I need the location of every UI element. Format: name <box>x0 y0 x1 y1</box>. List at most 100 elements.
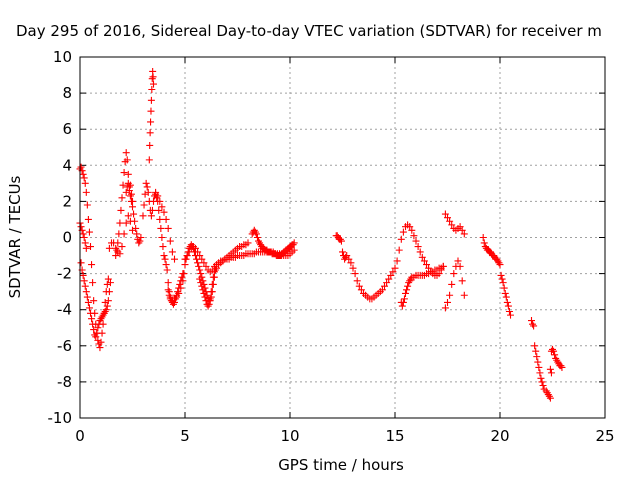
data-point <box>458 226 466 234</box>
data-point <box>103 302 111 310</box>
data-point <box>381 282 388 290</box>
data-point <box>82 244 90 252</box>
data-point <box>399 228 407 236</box>
data-point <box>136 237 144 245</box>
data-point <box>351 270 359 278</box>
data-point <box>154 192 162 200</box>
data-point <box>497 271 505 279</box>
data-point <box>180 270 188 278</box>
x-tick-label: 5 <box>180 427 190 445</box>
data-point <box>479 234 487 241</box>
data-point <box>179 277 187 285</box>
data-point <box>77 163 85 171</box>
data-point <box>403 286 411 294</box>
data-point <box>176 280 184 288</box>
data-point <box>546 365 554 373</box>
y-tick-label: 0 <box>62 229 72 247</box>
data-point <box>159 243 167 251</box>
data-point <box>202 297 210 305</box>
data-point <box>402 289 409 297</box>
data-point <box>357 286 365 294</box>
data-point <box>166 237 174 245</box>
data-point <box>171 255 178 263</box>
data-point <box>448 221 456 229</box>
data-point <box>129 226 136 234</box>
data-point <box>88 261 96 269</box>
data-point <box>185 248 193 256</box>
data-point <box>147 212 155 220</box>
data-point <box>458 277 466 285</box>
data-point <box>132 224 140 232</box>
data-point <box>533 353 541 361</box>
data-point <box>83 293 91 301</box>
y-tick-label: 4 <box>62 156 72 174</box>
data-point <box>163 266 171 274</box>
plot-frame <box>79 56 606 419</box>
data-point <box>339 248 346 256</box>
data-point <box>104 297 112 305</box>
data-point <box>105 244 113 252</box>
data-point <box>408 226 416 234</box>
data-point <box>531 342 539 350</box>
data-point <box>406 223 414 231</box>
data-point <box>345 255 353 263</box>
data-point <box>480 239 488 247</box>
data-point <box>537 374 545 382</box>
data-point <box>164 286 172 294</box>
data-point <box>418 253 426 261</box>
y-tick-label: 2 <box>62 192 72 210</box>
data-point <box>399 298 407 306</box>
y-tick-label: -10 <box>48 409 73 427</box>
data-point <box>90 297 98 305</box>
data-point <box>81 282 89 290</box>
data-point <box>137 234 145 241</box>
data-point <box>141 190 149 198</box>
data-point <box>558 363 566 371</box>
data-point <box>161 255 169 263</box>
data-point <box>126 217 134 225</box>
data-point <box>450 270 458 278</box>
data-point <box>157 224 165 232</box>
data-point <box>148 75 156 83</box>
data-point <box>498 275 506 283</box>
data-point <box>145 156 153 164</box>
chart-title: Day 295 of 2016, Sidereal Day-to-day VTE… <box>16 22 602 40</box>
x-tick-label: 15 <box>385 427 404 445</box>
data-point <box>206 295 214 303</box>
data-point <box>397 235 405 243</box>
data-point <box>196 252 204 260</box>
data-point <box>194 259 202 267</box>
data-point <box>209 273 217 281</box>
data-point <box>147 96 155 104</box>
data-points <box>77 68 566 402</box>
data-point <box>156 197 164 205</box>
data-point <box>155 206 163 214</box>
data-point <box>199 286 207 294</box>
data-point <box>85 304 93 312</box>
data-point <box>505 308 513 316</box>
data-point <box>165 291 173 299</box>
data-point <box>551 351 559 359</box>
data-point <box>444 298 451 306</box>
data-point <box>94 324 102 332</box>
data-point <box>96 344 104 352</box>
grid-lines <box>80 57 605 418</box>
x-tick-label: 25 <box>595 427 614 445</box>
data-point <box>534 358 542 366</box>
data-point <box>500 284 508 292</box>
data-point <box>162 215 170 223</box>
data-point <box>501 289 509 297</box>
data-point <box>79 271 87 279</box>
x-tick-label: 20 <box>490 427 509 445</box>
data-point <box>158 234 166 241</box>
data-point <box>92 333 100 341</box>
data-point <box>337 237 345 245</box>
data-point <box>162 261 170 269</box>
data-point <box>200 289 208 297</box>
data-point <box>147 118 155 126</box>
data-point <box>118 243 126 251</box>
data-point <box>122 219 130 227</box>
y-tick-label: -4 <box>57 301 72 319</box>
data-point <box>104 275 112 283</box>
data-point <box>178 273 186 281</box>
